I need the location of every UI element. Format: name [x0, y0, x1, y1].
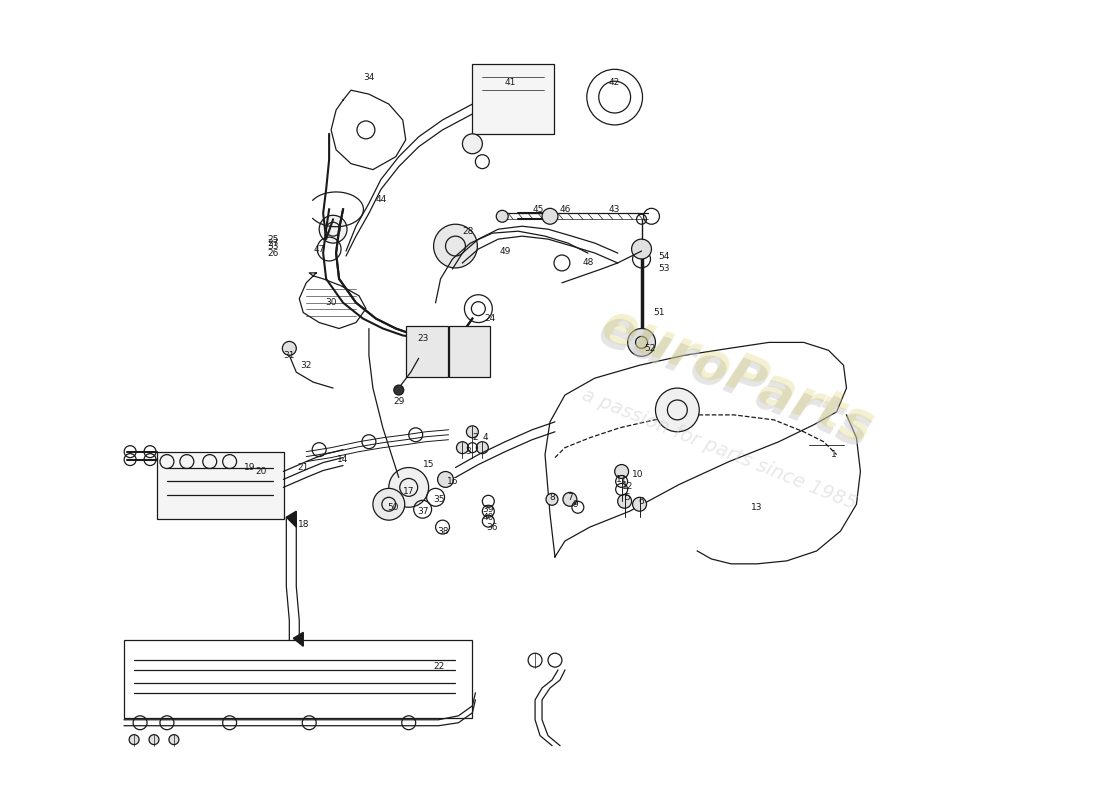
Circle shape [656, 388, 700, 432]
Text: 50: 50 [387, 502, 398, 512]
Text: 28: 28 [463, 226, 474, 236]
Circle shape [546, 494, 558, 506]
Text: 31: 31 [284, 351, 295, 360]
Text: 1: 1 [830, 450, 836, 459]
Text: 4: 4 [483, 434, 488, 442]
Bar [124, 640, 472, 718]
Circle shape [319, 215, 346, 243]
Text: 5: 5 [625, 493, 630, 502]
Circle shape [169, 734, 179, 745]
Text: 35: 35 [432, 495, 444, 504]
Text: 21: 21 [298, 463, 309, 472]
Text: 26: 26 [267, 249, 279, 258]
Polygon shape [294, 632, 304, 646]
Circle shape [631, 239, 651, 259]
Text: 47: 47 [314, 245, 324, 254]
Text: 53: 53 [659, 265, 670, 274]
Text: 23: 23 [417, 334, 428, 343]
Text: 13: 13 [751, 502, 762, 512]
Circle shape [563, 492, 576, 506]
Text: 9: 9 [572, 500, 578, 509]
Text: 33: 33 [267, 242, 279, 250]
Text: 16: 16 [447, 477, 459, 486]
Text: euroParts: euroParts [591, 302, 878, 458]
Polygon shape [286, 511, 296, 527]
Circle shape [542, 208, 558, 224]
Bar [157, 452, 284, 519]
Circle shape [632, 498, 647, 511]
Text: 46: 46 [559, 205, 571, 214]
Text: 30: 30 [326, 298, 337, 307]
Text: euroParts: euroParts [593, 297, 881, 454]
Text: 42: 42 [609, 78, 620, 86]
Text: 41: 41 [505, 78, 516, 86]
Bar [472, 64, 554, 134]
Text: 18: 18 [297, 520, 309, 529]
Text: 27: 27 [267, 238, 279, 247]
Text: 2: 2 [473, 434, 478, 442]
Bar [406, 326, 448, 377]
Text: 54: 54 [659, 251, 670, 261]
Text: 32: 32 [300, 361, 312, 370]
Text: 11: 11 [616, 475, 627, 484]
Text: 37: 37 [417, 506, 428, 516]
Circle shape [148, 734, 159, 745]
Text: 6: 6 [639, 497, 645, 506]
Text: 38: 38 [437, 526, 449, 535]
Circle shape [456, 442, 469, 454]
Text: 36: 36 [486, 522, 498, 532]
Text: 20: 20 [256, 467, 267, 476]
Text: a passion for parts since 1985: a passion for parts since 1985 [579, 386, 859, 514]
Text: 34: 34 [363, 73, 375, 82]
Text: 14: 14 [338, 455, 349, 464]
Text: 39: 39 [483, 505, 494, 514]
Text: 3: 3 [465, 447, 471, 456]
Circle shape [438, 471, 453, 487]
Text: 43: 43 [609, 205, 620, 214]
Text: 44: 44 [375, 195, 386, 204]
Circle shape [476, 442, 488, 454]
Text: 49: 49 [499, 246, 510, 255]
Text: 48: 48 [582, 258, 594, 267]
Text: 10: 10 [631, 470, 644, 479]
Circle shape [373, 488, 405, 520]
Text: 8: 8 [549, 493, 554, 502]
Circle shape [496, 210, 508, 222]
Circle shape [618, 494, 631, 508]
Circle shape [466, 426, 478, 438]
Text: 51: 51 [653, 308, 666, 317]
Circle shape [628, 329, 656, 356]
Text: 25: 25 [267, 234, 279, 244]
Circle shape [283, 342, 296, 355]
Text: 29: 29 [393, 398, 405, 406]
Circle shape [129, 734, 139, 745]
Text: 19: 19 [244, 463, 255, 472]
Text: 22: 22 [433, 662, 444, 670]
Text: 17: 17 [403, 487, 415, 496]
Bar [449, 326, 491, 377]
Text: 12: 12 [621, 482, 634, 491]
Circle shape [615, 465, 628, 478]
Text: 24: 24 [485, 314, 496, 323]
Text: 15: 15 [422, 460, 435, 469]
Text: 52: 52 [644, 344, 656, 353]
Circle shape [433, 224, 477, 268]
Text: 45: 45 [532, 205, 543, 214]
Circle shape [394, 385, 404, 395]
Circle shape [462, 134, 482, 154]
Circle shape [388, 467, 429, 507]
Text: 40: 40 [483, 513, 494, 522]
Text: 7: 7 [566, 493, 573, 502]
